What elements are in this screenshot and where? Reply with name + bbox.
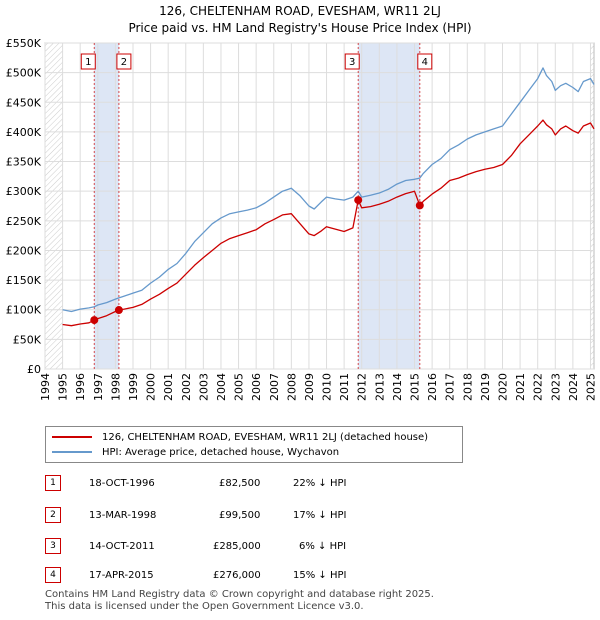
x-tick-label: 2018 <box>461 373 474 401</box>
shaded-range <box>358 43 420 369</box>
sale-label-box <box>417 53 433 70</box>
sale-hpi-diff: 6% ↓ HPI <box>299 541 347 552</box>
x-tick-label: 2024 <box>567 373 580 401</box>
x-tick-label: 2007 <box>268 373 281 401</box>
sale-date: 14-OCT-2011 <box>89 541 155 552</box>
sale-label-text: 3 <box>349 57 355 68</box>
x-tick-label: 1995 <box>57 373 70 401</box>
sale-point <box>415 201 424 210</box>
legend-hpi: HPI: Average price, detached house, Wych… <box>52 445 339 459</box>
x-tick-label: 2012 <box>356 373 369 401</box>
sale-marker: 1 <box>45 475 61 491</box>
x-tick-label: 2008 <box>285 373 298 401</box>
y-tick-label: £0 <box>27 363 41 376</box>
hatched-region <box>45 43 63 369</box>
x-tick-label: 1996 <box>74 373 87 401</box>
property-line <box>62 119 595 327</box>
y-tick-label: £300K <box>6 185 42 198</box>
x-tick-label: 2013 <box>373 373 386 401</box>
x-tick-label: 2002 <box>180 373 193 401</box>
legend-hpi-label: HPI: Average price, detached house, Wych… <box>102 446 340 458</box>
sale-hpi-diff: 22% ↓ HPI <box>293 478 347 489</box>
x-tick-label: 1994 <box>39 373 52 401</box>
y-tick-label: £550K <box>6 37 42 50</box>
sale-marker: 4 <box>45 567 61 583</box>
legend-property-swatch <box>52 436 92 438</box>
sale-price: £82,500 <box>219 478 261 489</box>
sale-label-box <box>80 53 96 70</box>
x-tick-label: 2001 <box>162 373 175 401</box>
x-tick-label: 2020 <box>497 373 510 401</box>
sale-point <box>114 306 123 315</box>
y-tick-label: £50K <box>13 333 42 346</box>
y-tick-label: £500K <box>6 67 42 80</box>
x-tick-label: 2005 <box>233 373 246 401</box>
x-tick-label: 2003 <box>197 373 210 401</box>
sale-label-box <box>344 53 360 70</box>
hatched-region <box>590 43 594 369</box>
y-tick-label: £350K <box>6 156 42 169</box>
sale-hpi-diff: 15% ↓ HPI <box>293 570 347 581</box>
y-tick-label: £450K <box>6 96 42 109</box>
x-tick-label: 2011 <box>338 373 351 401</box>
plot-area <box>44 42 595 370</box>
legend: 126, CHELTENHAM ROAD, EVESHAM, WR11 2LJ … <box>45 426 463 463</box>
sale-hpi-diff: 17% ↓ HPI <box>293 510 347 521</box>
sale-point <box>90 316 99 325</box>
x-tick-label: 2009 <box>303 373 316 401</box>
x-tick-label: 2000 <box>145 373 158 401</box>
sale-date: 17-APR-2015 <box>89 570 154 581</box>
y-tick-label: £200K <box>6 244 42 257</box>
sale-label-text: 1 <box>85 57 91 68</box>
x-tick-label: 2022 <box>532 373 545 401</box>
legend-hpi-swatch <box>52 451 92 453</box>
sale-label-box <box>116 53 132 70</box>
shaded-range <box>94 43 119 369</box>
sale-price: £276,000 <box>213 570 261 581</box>
x-tick-label: 1999 <box>127 373 140 401</box>
y-tick-label: £250K <box>6 215 42 228</box>
y-tick-label: £100K <box>6 304 42 317</box>
x-tick-label: 2010 <box>321 373 334 401</box>
legend-property-label: 126, CHELTENHAM ROAD, EVESHAM, WR11 2LJ … <box>102 431 429 443</box>
x-tick-label: 2021 <box>514 373 527 401</box>
chart-title: 126, CHELTENHAM ROAD, EVESHAM, WR11 2LJ <box>159 4 441 18</box>
x-tick-label: 2015 <box>409 373 422 401</box>
sale-label-text: 2 <box>121 57 127 68</box>
sale-price: £99,500 <box>219 510 261 521</box>
x-tick-label: 2019 <box>479 373 492 401</box>
x-tick-label: 2025 <box>584 373 597 401</box>
price-chart: £0 £50K £100K £150K £200K £250K £300K £350K £400… <box>6 37 598 401</box>
x-tick-label: 2006 <box>250 373 263 401</box>
y-tick-label: £400K <box>6 126 42 139</box>
footer-copyright: Contains HM Land Registry data © Crown c… <box>45 589 434 600</box>
footer-licence: This data is licensed under the Open Gov… <box>45 601 364 612</box>
sale-label-text: 4 <box>422 57 428 68</box>
legend-property: 126, CHELTENHAM ROAD, EVESHAM, WR11 2LJ … <box>52 430 428 444</box>
x-tick-label: 2004 <box>215 373 228 401</box>
sale-price: £285,000 <box>213 541 261 552</box>
sale-marker: 3 <box>45 538 61 554</box>
x-tick-label: 2023 <box>549 373 562 401</box>
x-tick-label: 2016 <box>426 373 439 401</box>
y-tick-label: £150K <box>6 274 42 287</box>
sale-date: 18-OCT-1996 <box>89 478 155 489</box>
x-tick-label: 1998 <box>109 373 122 401</box>
chart-subtitle: Price paid vs. HM Land Registry's House … <box>128 21 472 35</box>
x-tick-label: 2014 <box>391 373 404 401</box>
x-tick-label: 1997 <box>92 373 105 401</box>
hpi-line <box>62 67 595 313</box>
sale-date: 13-MAR-1998 <box>89 510 157 521</box>
sale-point <box>354 196 363 205</box>
x-tick-label: 2017 <box>444 373 457 401</box>
sale-marker: 2 <box>45 507 61 523</box>
